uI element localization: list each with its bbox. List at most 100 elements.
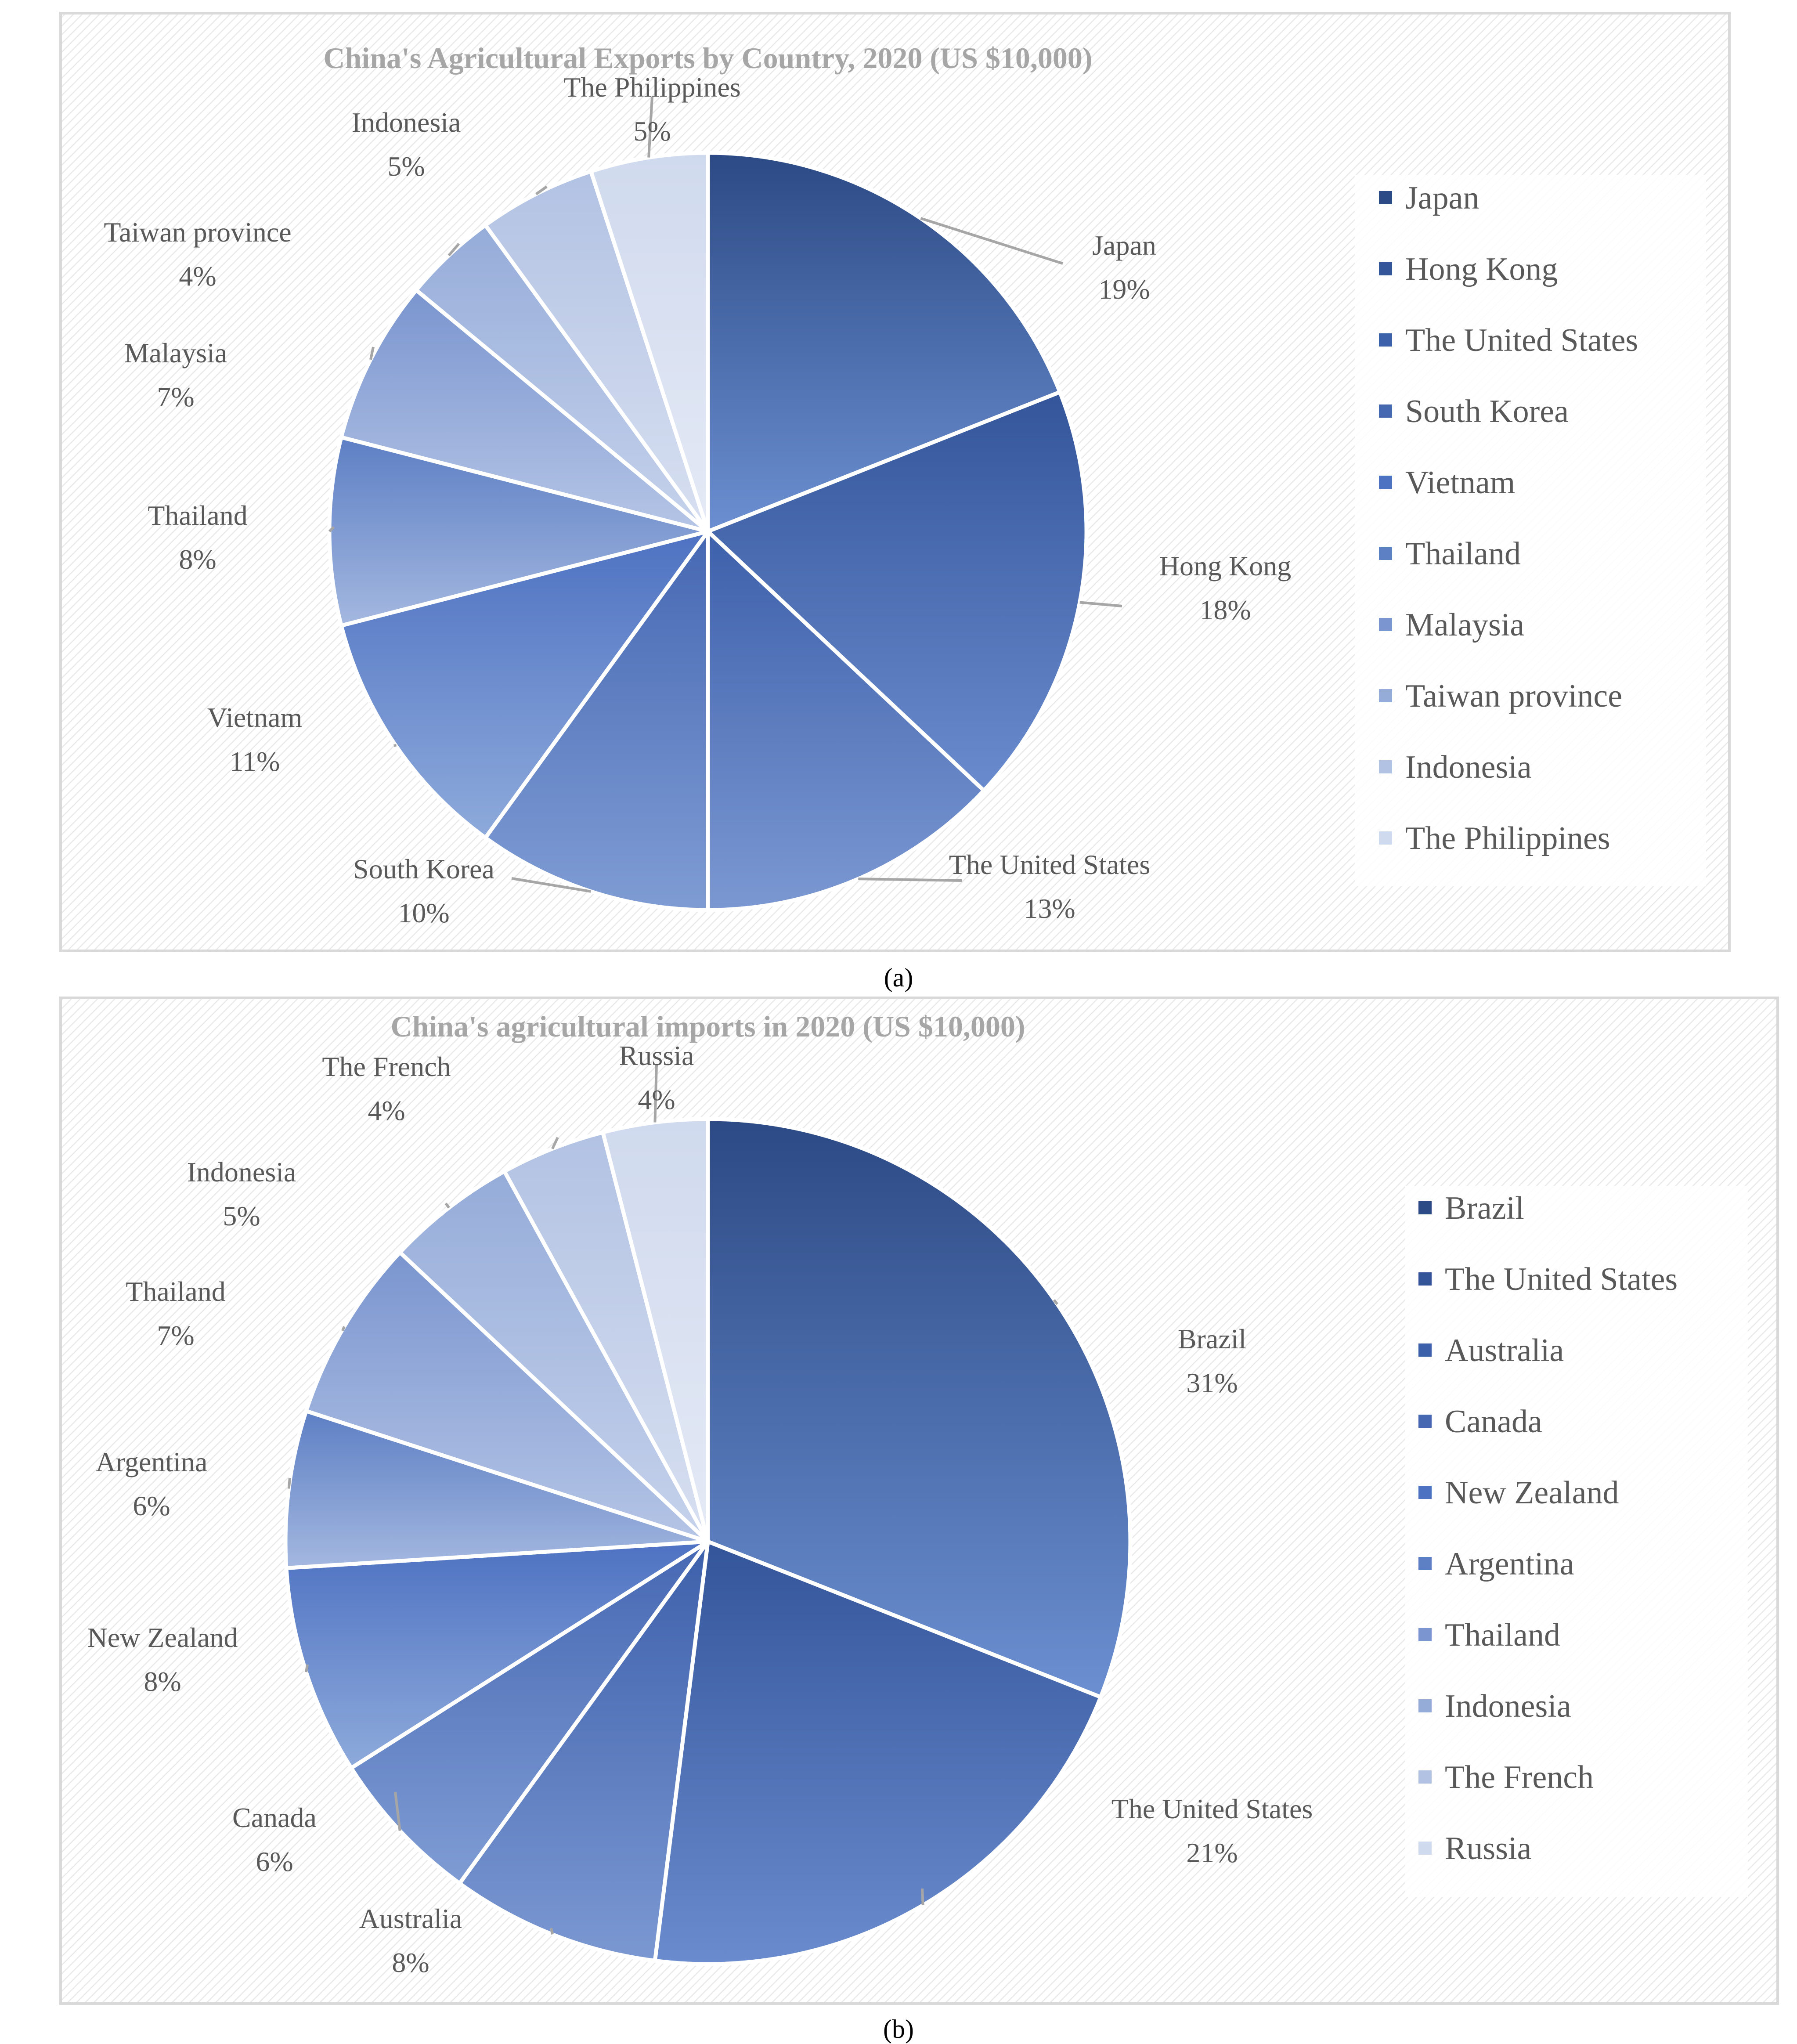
legend-swatch-the-french xyxy=(1418,1770,1432,1784)
legend-label-the-united-states: The United States xyxy=(1445,1261,1678,1297)
exports-chart: China's Agricultural Exports by Country,… xyxy=(59,12,1731,952)
legend-swatch-thailand xyxy=(1379,547,1392,560)
legend-label-russia: Russia xyxy=(1445,1831,1531,1867)
data-label-russia: Russia xyxy=(619,1040,694,1071)
chart-a-title: China's Agricultural Exports by Country,… xyxy=(323,41,1092,75)
slice-the-united-states xyxy=(653,1538,1104,1966)
data-label-the-united-states: The United States xyxy=(949,849,1151,880)
data-label-brazil: Brazil xyxy=(1178,1323,1246,1354)
chart-b-data-labels: Brazil 31% The United States 21% Australia 8%… xyxy=(87,1040,1313,1978)
data-label-taiwan-province: Taiwan province xyxy=(104,217,291,248)
legend-label-vietnam: Vietnam xyxy=(1405,465,1515,501)
data-label-malaysia: Malaysia xyxy=(124,337,227,368)
leader-line-the-united-states xyxy=(921,1888,924,1906)
legend-swatch-thailand xyxy=(1418,1628,1432,1641)
data-label-indonesia: Indonesia xyxy=(352,107,461,138)
legend-label-thailand: Thailand xyxy=(1445,1617,1560,1653)
legend-swatch-the-philippines xyxy=(1379,831,1392,845)
data-label-canada: Canada xyxy=(232,1802,317,1833)
legend-label-indonesia: Indonesia xyxy=(1445,1688,1571,1724)
imports-chart: China's agricultural imports in 2020 (US… xyxy=(59,997,1779,2005)
legend-swatch-indonesia xyxy=(1418,1699,1432,1712)
data-label-indonesia: Indonesia xyxy=(187,1156,296,1188)
data-value-indonesia: 5% xyxy=(223,1200,260,1231)
leader-line-taiwan-province xyxy=(447,243,460,256)
legend-label-japan: Japan xyxy=(1405,180,1479,216)
legend-swatch-argentina xyxy=(1418,1557,1432,1570)
legend-label-hong-kong: Hong Kong xyxy=(1405,251,1558,287)
chart-b-legend-box xyxy=(1405,1186,1748,1897)
legend-swatch-malaysia xyxy=(1379,618,1392,631)
data-value-australia: 8% xyxy=(392,1947,429,1978)
data-value-japan: 19% xyxy=(1098,274,1150,305)
chart-b-slices xyxy=(283,1117,1133,1966)
data-value-hong-kong: 18% xyxy=(1199,594,1251,625)
leader-line-hong-kong xyxy=(1079,601,1122,607)
data-label-the-french: The French xyxy=(322,1051,451,1082)
leader-line-thailand xyxy=(341,1326,346,1332)
legend-label-the-french: The French xyxy=(1445,1759,1594,1795)
legend-label-south-korea: South Korea xyxy=(1405,394,1569,430)
data-label-thailand: Thailand xyxy=(148,500,247,531)
leader-line-the-united-states xyxy=(858,878,962,882)
legend-swatch-brazil xyxy=(1418,1201,1432,1214)
legend-label-the-united-states: The United States xyxy=(1405,322,1638,358)
legend-swatch-the-united-states xyxy=(1379,333,1392,347)
data-label-south-korea: South Korea xyxy=(353,853,494,885)
legend-label-taiwan-province: Taiwan province xyxy=(1405,678,1622,714)
data-label-argentina: Argentina xyxy=(96,1446,208,1477)
legend-label-the-philippines: The Philippines xyxy=(1405,820,1610,856)
slice-the-philippines xyxy=(588,151,710,532)
data-value-the-united-states: 21% xyxy=(1186,1837,1238,1868)
legend-label-new-zealand: New Zealand xyxy=(1445,1475,1619,1511)
slice-vietnam xyxy=(339,528,713,841)
data-label-australia: Australia xyxy=(359,1903,462,1934)
data-value-the-philippines: 5% xyxy=(633,116,671,147)
data-value-vietnam: 11% xyxy=(230,746,280,777)
data-label-new-zealand: New Zealand xyxy=(87,1622,238,1653)
leader-line-indonesia xyxy=(535,185,548,195)
legend-label-canada: Canada xyxy=(1445,1404,1542,1440)
data-value-russia: 4% xyxy=(638,1084,675,1115)
caption-b: (b) xyxy=(883,2015,914,2044)
data-label-the-philippines: The Philippines xyxy=(563,72,741,103)
leader-line-australia xyxy=(550,1928,554,1935)
slice-canada xyxy=(348,1540,710,1886)
legend-label-thailand: Thailand xyxy=(1405,536,1521,572)
legend-swatch-australia xyxy=(1418,1343,1432,1357)
leader-line-japan xyxy=(920,217,1063,265)
legend-swatch-taiwan-province xyxy=(1379,689,1392,702)
leader-line-russia xyxy=(653,1065,658,1123)
data-label-the-united-states: The United States xyxy=(1111,1793,1313,1824)
data-value-south-korea: 10% xyxy=(398,897,449,928)
chart-a-slices xyxy=(327,151,1089,912)
data-label-thailand: Thailand xyxy=(126,1276,225,1307)
slice-argentina xyxy=(283,1408,709,1571)
legend-label-argentina: Argentina xyxy=(1445,1546,1574,1582)
data-value-new-zealand: 8% xyxy=(144,1666,181,1697)
legend-swatch-new-zealand xyxy=(1418,1486,1432,1499)
leader-line-brazil xyxy=(1053,1299,1059,1305)
chart-b-legend: Brazil The United States Australia Canada Ne… xyxy=(1418,1190,1678,1867)
legend-swatch-vietnam xyxy=(1379,476,1392,489)
slice-indonesia xyxy=(483,169,710,533)
data-value-indonesia: 5% xyxy=(387,151,425,182)
data-value-thailand: 7% xyxy=(157,1320,194,1351)
leader-line-new-zealand xyxy=(305,1664,309,1672)
slice-south-korea xyxy=(483,525,710,912)
legend-swatch-the-united-states xyxy=(1418,1272,1432,1286)
chart-a-legend-box xyxy=(1355,175,1706,886)
chart-b-title: China's agricultural imports in 2020 (US… xyxy=(390,1010,1025,1043)
chart-a-data-labels: Japan 19% Hong Kong 18% The United States 13%… xyxy=(104,72,1291,928)
leader-line-argentina xyxy=(287,1477,291,1489)
legend-swatch-japan xyxy=(1379,191,1392,204)
data-label-vietnam: Vietnam xyxy=(207,702,303,733)
data-value-the-united-states: 13% xyxy=(1024,893,1075,924)
leader-line-indonesia xyxy=(444,1203,450,1209)
data-value-argentina: 6% xyxy=(133,1490,170,1521)
data-value-thailand: 8% xyxy=(179,544,216,575)
legend-label-malaysia: Malaysia xyxy=(1405,607,1524,643)
legend-label-brazil: Brazil xyxy=(1445,1190,1524,1226)
data-value-the-french: 4% xyxy=(368,1095,405,1126)
legend-swatch-canada xyxy=(1418,1415,1432,1428)
